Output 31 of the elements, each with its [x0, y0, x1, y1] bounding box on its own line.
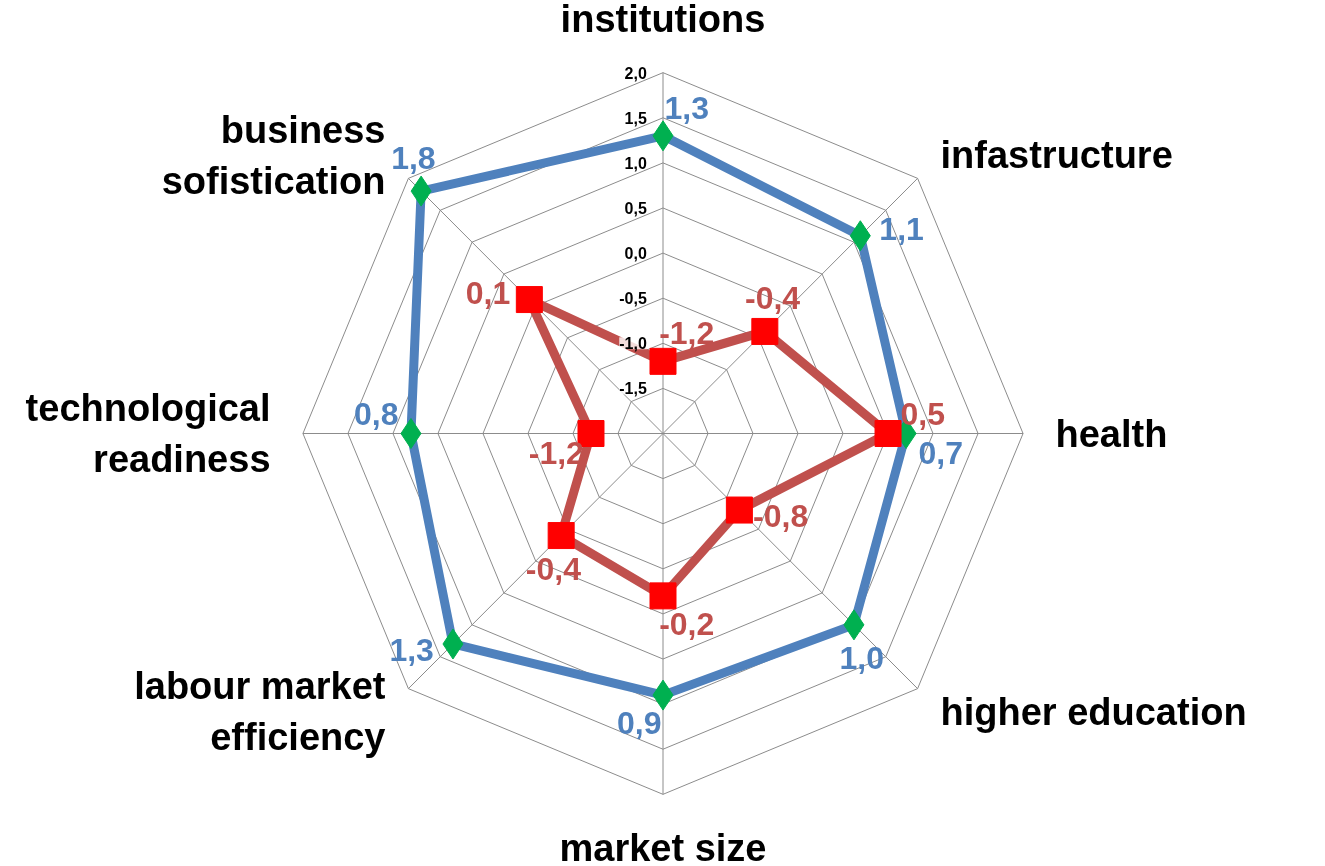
data-label: 1,3 [389, 632, 434, 669]
spoke-label: business sofistication [161, 109, 386, 202]
data-label: -0,4 [745, 280, 801, 317]
y-tick-label: -1,5 [619, 380, 647, 398]
data-label: -1,2 [659, 315, 715, 352]
spoke-label: health [1055, 412, 1168, 455]
data-label: 0,8 [354, 396, 399, 433]
y-tick-label: 0,0 [624, 245, 647, 263]
spoke-label: institutions [560, 0, 766, 41]
y-tick-label: -0,5 [619, 290, 647, 308]
data-label: 0,9 [617, 705, 662, 742]
data-label: 1,8 [391, 139, 436, 176]
data-label: -0,8 [753, 498, 809, 535]
spoke-label: labour market efficiency [134, 665, 386, 758]
y-tick-label: 2,0 [624, 64, 647, 82]
data-label: 0,7 [918, 434, 963, 471]
y-tick-label: 1,5 [624, 109, 647, 127]
data-label: 1,1 [879, 211, 924, 248]
data-label: -1,2 [528, 434, 584, 471]
data-label: 0,1 [465, 275, 511, 312]
spoke-label: market size [559, 826, 767, 866]
y-tick-label: 1,0 [624, 154, 647, 172]
data-label: 1,0 [839, 640, 884, 677]
data-label: 1,3 [664, 89, 709, 126]
spoke-label: technological readiness [25, 387, 271, 480]
spoke-label: higher education [940, 690, 1247, 733]
data-label: -0,2 [659, 605, 715, 642]
spoke-label: infastructure [940, 134, 1173, 177]
data-label: -0,4 [525, 550, 582, 587]
y-tick-label: 0,5 [624, 199, 647, 217]
y-tick-label: -1,0 [619, 335, 647, 353]
